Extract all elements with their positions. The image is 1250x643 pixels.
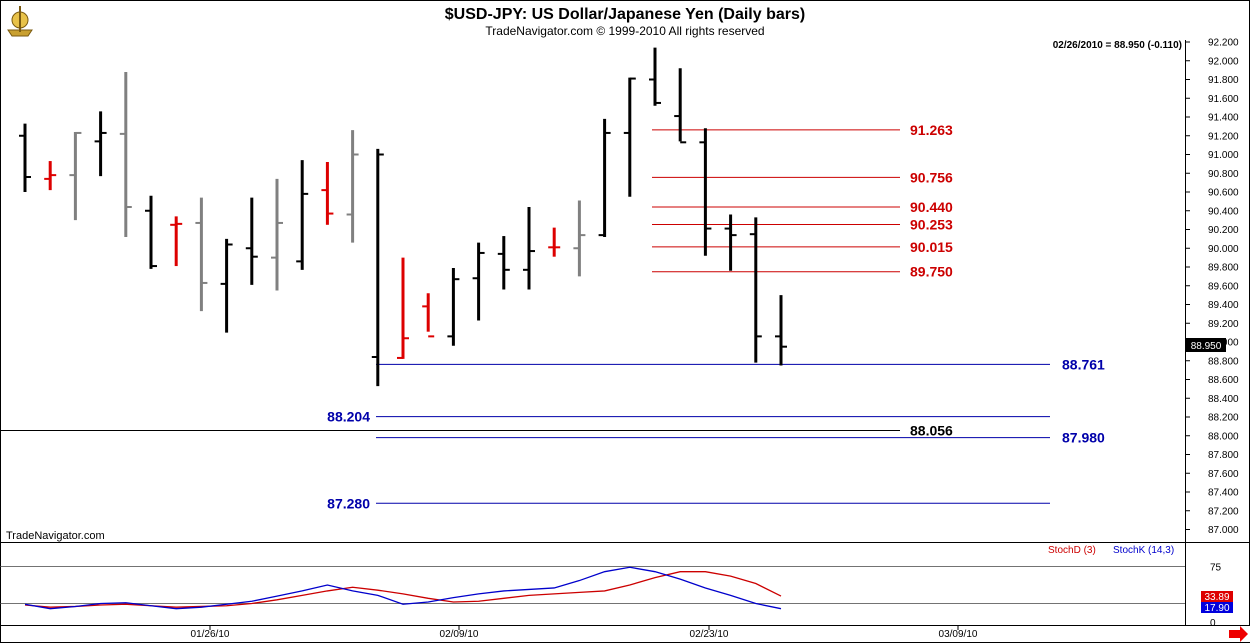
fib-level-label: 89.750 bbox=[910, 264, 953, 280]
y-tick-label: 88.200 bbox=[1208, 413, 1239, 424]
y-tick-label: 91.600 bbox=[1208, 94, 1239, 105]
price-bar bbox=[321, 162, 334, 225]
price-bar bbox=[749, 217, 762, 363]
price-bar bbox=[623, 77, 636, 197]
current-price-tag-text: 88.950 bbox=[1191, 341, 1222, 352]
price-bar bbox=[245, 197, 258, 285]
price-bar bbox=[422, 293, 435, 338]
y-tick-label: 90.800 bbox=[1208, 169, 1239, 180]
y-tick-label: 88.000 bbox=[1208, 431, 1239, 442]
stochd-legend: StochD (3) bbox=[1048, 545, 1096, 556]
target-level-label: 87.980 bbox=[1062, 430, 1105, 446]
stochd-last-tag bbox=[1201, 591, 1233, 602]
x-tick-label: 01/26/10 bbox=[191, 629, 230, 640]
y-tick-label: 87.000 bbox=[1208, 525, 1239, 536]
y-tick-label: 91.400 bbox=[1208, 113, 1239, 124]
stochk-last-tag bbox=[1201, 602, 1233, 613]
price-bar bbox=[195, 197, 208, 312]
stoch-y-tick-label: 75 bbox=[1210, 563, 1222, 574]
x-tick-label: 02/23/10 bbox=[690, 629, 729, 640]
x-tick-label: 02/09/10 bbox=[440, 629, 479, 640]
target-level-label: 88.204 bbox=[327, 409, 370, 425]
price-bar bbox=[271, 178, 283, 291]
target-level-label: 88.761 bbox=[1062, 356, 1105, 372]
price-bar bbox=[346, 130, 359, 243]
fib-level-label: 91.263 bbox=[910, 122, 953, 138]
fib-level-label: 90.015 bbox=[910, 239, 953, 255]
fib-level-label: 90.253 bbox=[910, 217, 953, 233]
y-tick-label: 91.200 bbox=[1208, 131, 1239, 142]
y-tick-label: 89.200 bbox=[1208, 319, 1239, 330]
fib-level-label: 90.440 bbox=[910, 199, 953, 215]
stochk-last-value: 17.90 bbox=[1204, 603, 1229, 614]
price-bar bbox=[170, 216, 183, 267]
y-tick-label: 87.200 bbox=[1208, 506, 1239, 517]
price-bar bbox=[523, 207, 535, 290]
chart-subtitle: TradeNavigator.com © 1999-2010 All right… bbox=[485, 24, 764, 38]
stochd-last-value: 33.89 bbox=[1204, 592, 1229, 603]
stochk-legend: StochK (14,3) bbox=[1113, 545, 1174, 556]
stochk-line bbox=[24, 566, 782, 610]
scroll-right-arrow-icon[interactable] bbox=[1226, 626, 1250, 642]
price-bar bbox=[548, 227, 561, 257]
y-tick-label: 89.600 bbox=[1208, 281, 1239, 292]
price-bar bbox=[119, 72, 132, 237]
y-tick-label: 92.000 bbox=[1208, 56, 1239, 67]
price-bar bbox=[296, 160, 309, 270]
price-bar bbox=[397, 257, 409, 359]
price-bar bbox=[573, 200, 586, 277]
target-level-label: 87.280 bbox=[327, 495, 370, 511]
x-tick-label: 03/09/10 bbox=[939, 629, 978, 640]
price-bar bbox=[145, 195, 157, 269]
y-tick-label: 87.400 bbox=[1208, 488, 1239, 499]
price-bar bbox=[598, 118, 611, 237]
price-bar bbox=[220, 238, 233, 333]
price-bar bbox=[371, 148, 384, 387]
y-tick-label: 90.600 bbox=[1208, 188, 1239, 199]
price-bar bbox=[19, 123, 31, 192]
y-tick-label: 87.600 bbox=[1208, 469, 1239, 480]
chart-title: $USD-JPY: US Dollar/Japanese Yen (Daily … bbox=[445, 6, 805, 23]
y-tick-label: 88.600 bbox=[1208, 375, 1239, 386]
y-tick-label: 89.800 bbox=[1208, 263, 1239, 274]
y-tick-label: 91.000 bbox=[1208, 150, 1239, 161]
support-level-label: 88.056 bbox=[910, 423, 953, 439]
price-bar bbox=[649, 47, 661, 106]
y-tick-label: 92.200 bbox=[1208, 38, 1239, 49]
fib-level-label: 90.756 bbox=[910, 169, 953, 185]
price-bar bbox=[775, 295, 787, 366]
price-bar bbox=[472, 242, 485, 321]
y-tick-label: 91.800 bbox=[1208, 75, 1239, 86]
watermark-label: TradeNavigator.com bbox=[6, 530, 105, 542]
y-tick-label: 87.800 bbox=[1208, 450, 1239, 461]
y-tick-label: 89.400 bbox=[1208, 300, 1239, 311]
price-bar bbox=[94, 111, 107, 177]
y-tick-label: 90.200 bbox=[1208, 225, 1239, 236]
price-bar bbox=[724, 214, 737, 271]
current-price-tag bbox=[1186, 338, 1226, 352]
tradenavigator-logo bbox=[7, 6, 33, 37]
price-bar bbox=[69, 131, 82, 221]
price-bar bbox=[497, 236, 510, 290]
y-tick-label: 90.000 bbox=[1208, 244, 1239, 255]
price-bar bbox=[699, 128, 712, 256]
y-tick-label: 88.400 bbox=[1208, 394, 1239, 405]
price-bar bbox=[44, 161, 57, 191]
price-bar bbox=[674, 68, 687, 144]
last-price-label: 02/26/2010 = 88.950 (-0.110) bbox=[1053, 40, 1182, 51]
y-tick-label: 88.800 bbox=[1208, 356, 1239, 367]
stoch-y-tick-label: 0 bbox=[1210, 618, 1216, 629]
price-bar bbox=[447, 267, 460, 346]
y-tick-label: 90.400 bbox=[1208, 206, 1239, 217]
